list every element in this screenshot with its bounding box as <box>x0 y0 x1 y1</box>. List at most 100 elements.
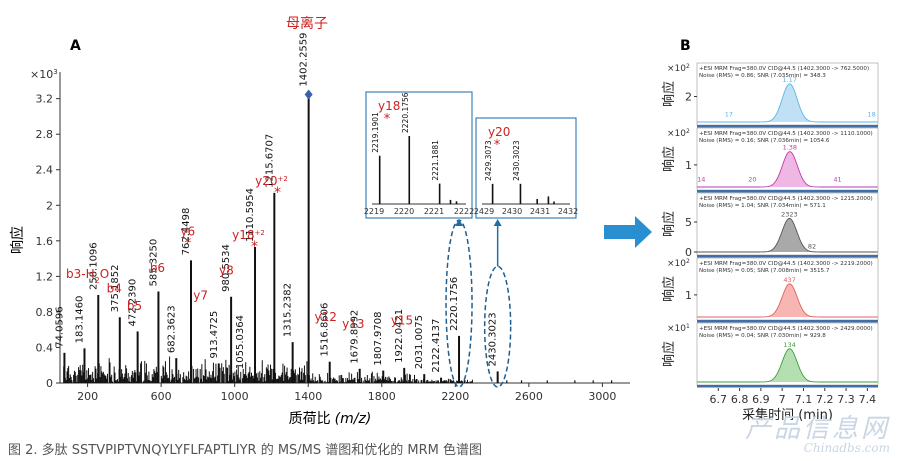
mrm-chromatograms: +ESI MRM Frag=380.0V CID@44.5 (1402.3000… <box>661 63 879 423</box>
y-multiplier: ×103 <box>30 68 58 81</box>
watermark-url: Chinadbs.com <box>803 441 890 455</box>
watermark: 产品信息网 Chinadbs.com <box>745 408 890 455</box>
inset-tick-label: 2221 <box>424 207 444 216</box>
trace-peak-line <box>697 348 878 383</box>
panel-a-ylabel: 响应 <box>9 226 26 254</box>
y-tick-label: 2 <box>46 199 53 212</box>
peak-mz-label: 2430.3023 <box>488 312 499 366</box>
trace-header: +ESI MRM Frag=380.0V CID@44.5 (1402.3000… <box>699 196 873 202</box>
peak-mz-label: 472.2390 <box>128 279 139 327</box>
peak-mz-label: 1679.8992 <box>350 310 361 364</box>
peak-mz-label: 2122.4137 <box>431 319 442 373</box>
trace-header: +ESI MRM Frag=380.0V CID@44.5 (1402.3000… <box>699 131 873 137</box>
trace-peak-fill <box>697 348 878 382</box>
trace-side-label: 82 <box>808 242 816 250</box>
peak-mz-label: 1055.0364 <box>235 315 246 369</box>
peak-mz-label: 1402.2559 <box>299 32 310 86</box>
b-x-tick-label: 7.4 <box>859 393 877 406</box>
parent-ion-label: 母离子 <box>286 15 328 32</box>
x-tick-label: 3000 <box>588 390 616 403</box>
b-x-tick-label: 6.8 <box>731 393 749 406</box>
watermark-text: 产品信息网 <box>744 414 890 444</box>
trace-multiplier: ×102 <box>667 128 690 140</box>
trace-ylabel: 响应 <box>661 211 677 237</box>
ion-annotation: y15 <box>391 313 413 327</box>
b-x-tick-label: 7.1 <box>795 393 813 406</box>
trace-separator <box>697 190 878 193</box>
inset-peak-label: 2220.1756 <box>401 92 410 133</box>
y-tick-label: 0.4 <box>36 341 54 354</box>
peak-mz-label: 762.4498 <box>181 208 192 256</box>
trace-noise: Noise (RMS) = 0.16; SNR (7.036min) = 105… <box>699 138 830 144</box>
x-tick-label: 600 <box>151 390 172 403</box>
y-tick-label: 0.8 <box>36 306 54 319</box>
connector-arrowhead-icon <box>493 219 502 226</box>
trace-separator <box>697 320 878 323</box>
inset-frame <box>475 117 577 219</box>
trace-apex-label: 1.38 <box>783 144 797 152</box>
inset-title: y18 <box>378 99 400 113</box>
ion-star: * <box>251 239 258 255</box>
inset-star: * <box>384 112 391 127</box>
b-x-tick-label: 7 <box>779 393 786 406</box>
peak-mz-label: 980.5534 <box>221 244 232 292</box>
peak-mz-label: 1922.0421 <box>394 309 405 363</box>
trace-side-label: 20 <box>748 175 756 183</box>
ms-spectrum: 0 0.4 0.8 1.2 1.6 2 2.4 2.8 3.2 200 600 1000 1400 180… <box>36 32 630 403</box>
peak-mz-label: 183.1460 <box>74 296 85 344</box>
trace-peak-line <box>697 218 878 253</box>
trace-side-label: 17 <box>725 110 733 118</box>
inset-tick-label: 2219 <box>364 207 384 216</box>
trace-multiplier: ×102 <box>667 63 690 75</box>
b-x-tick-label: 6.7 <box>710 393 728 406</box>
y-tick-label: 1.6 <box>36 235 54 248</box>
y-tick-label: 0 <box>46 377 53 390</box>
ion-annotation: b6 <box>150 261 165 275</box>
parent-ion-marker-icon <box>304 89 313 100</box>
trace-y-tick-label: 2 <box>685 91 692 104</box>
peak-mz-label: 682.3623 <box>166 305 177 353</box>
trace-apex-label: 1.17 <box>782 76 796 84</box>
trace-y-tick-label: 5 <box>685 216 692 229</box>
trace-noise: Noise (RMS) = 0.04; SNR (7.030min) = 929… <box>699 333 826 339</box>
x-tick-label: 1400 <box>294 390 322 403</box>
peak-mz-label: 1807.9708 <box>373 311 384 365</box>
inset-tick-label: 2430 <box>502 207 522 216</box>
trace-peak-fill <box>697 83 878 122</box>
trace-peak-line <box>697 83 878 123</box>
transition-arrow-icon <box>604 216 652 248</box>
panel-b-xlabel: 采集时间 (min) <box>742 407 833 423</box>
panel-b-label: B <box>680 38 691 54</box>
y-tick-label: 2.8 <box>36 128 54 141</box>
inset-star: * <box>494 138 501 153</box>
trace-noise: Noise (RMS) = 0.05; SNR (7.008min) = 351… <box>699 268 830 274</box>
trace-separator <box>697 125 878 128</box>
ion-annotation: y7 <box>193 288 208 302</box>
trace-peak-fill <box>697 151 878 187</box>
inset-peak-label: 2429.3073 <box>484 140 493 181</box>
trace-ylabel: 响应 <box>661 276 677 302</box>
x-tick-label: 2600 <box>515 390 543 403</box>
ion-star: * <box>274 185 281 201</box>
trace-separator <box>697 255 878 258</box>
peak-mz-label: 375.1852 <box>110 265 121 313</box>
trace-noise: Noise (RMS) = 1.04; SNR (7.034min) = 571… <box>699 203 826 209</box>
trace-ylabel: 响应 <box>661 146 677 172</box>
trace-peak-line <box>697 151 878 188</box>
inset-frame <box>365 91 473 219</box>
inset-peak-label: 2430.3023 <box>512 140 521 181</box>
trace-y-tick-label: 1 <box>685 289 692 302</box>
trace-multiplier: ×101 <box>667 323 690 335</box>
trace-peak-fill <box>697 283 878 317</box>
trace-apex-label: 437 <box>783 276 795 284</box>
trace-apex-label: 134 <box>783 341 795 349</box>
trace-multiplier: ×102 <box>667 258 690 270</box>
inset-peak-label: 2219.1901 <box>371 112 380 153</box>
peak-mz-label: 913.4725 <box>209 311 220 359</box>
trace-y-tick-label: 0 <box>685 246 692 259</box>
x-tick-label: 1000 <box>221 390 249 403</box>
peak-mz-label: 2220.1756 <box>449 277 460 331</box>
b-x-tick-label: 6.9 <box>752 393 770 406</box>
trace-header: +ESI MRM Frag=380.0V CID@44.5 (1402.3000… <box>699 261 873 267</box>
